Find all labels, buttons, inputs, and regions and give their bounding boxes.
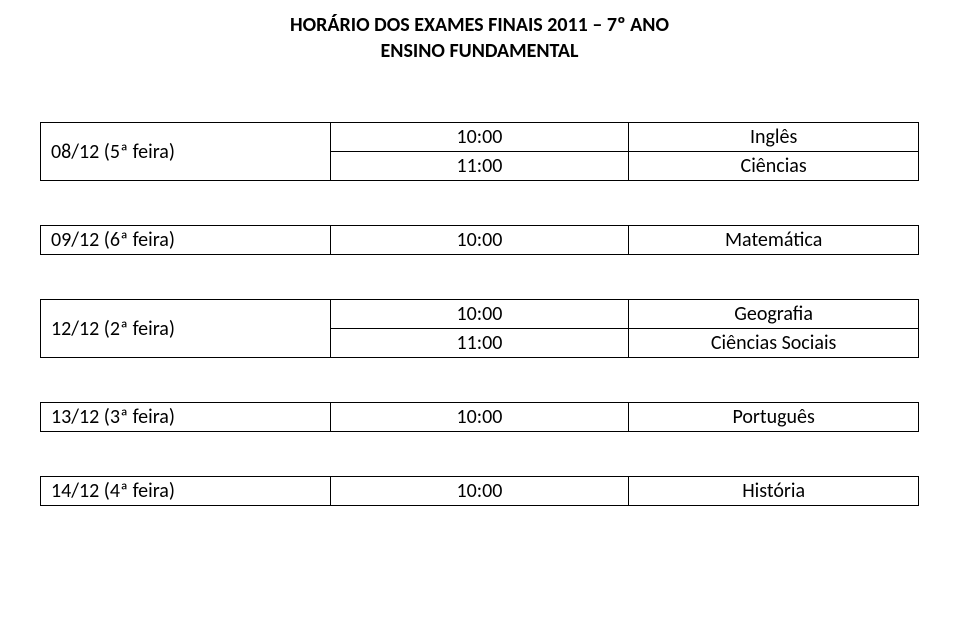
subject-cell: Ciências Sociais [629,329,919,358]
date-cell: 08/12 (5ª feira) [41,123,331,181]
time-cell: 10:00 [330,403,629,432]
schedule-table-3: 12/12 (2ª feira) 10:00 Geografia 11:00 C… [40,299,919,358]
time-cell: 10:00 [330,226,629,255]
table-row: 08/12 (5ª feira) 10:00 Inglês [41,123,919,152]
table-row: 09/12 (6ª feira) 10:00 Matemática [41,226,919,255]
title-line-1: HORÁRIO DOS EXAMES FINAIS 2011 – 7º ANO [40,12,919,38]
table-row: 14/12 (4ª feira) 10:00 História [41,477,919,506]
subject-cell: Português [629,403,919,432]
time-cell: 11:00 [330,329,629,358]
time-cell: 10:00 [330,300,629,329]
table-row: 13/12 (3ª feira) 10:00 Português [41,403,919,432]
title-line-2: ENSINO FUNDAMENTAL [40,38,919,64]
schedule-table-2: 09/12 (6ª feira) 10:00 Matemática [40,225,919,255]
time-cell: 10:00 [330,123,629,152]
subject-cell: Matemática [629,226,919,255]
date-cell: 09/12 (6ª feira) [41,226,331,255]
date-cell: 14/12 (4ª feira) [41,477,331,506]
subject-cell: História [629,477,919,506]
time-cell: 11:00 [330,152,629,181]
schedule-table-1: 08/12 (5ª feira) 10:00 Inglês 11:00 Ciên… [40,122,919,181]
page-title: HORÁRIO DOS EXAMES FINAIS 2011 – 7º ANO … [40,12,919,64]
schedule-table-4: 13/12 (3ª feira) 10:00 Português [40,402,919,432]
subject-cell: Geografia [629,300,919,329]
schedule-table-5: 14/12 (4ª feira) 10:00 História [40,476,919,506]
date-cell: 13/12 (3ª feira) [41,403,331,432]
table-row: 12/12 (2ª feira) 10:00 Geografia [41,300,919,329]
subject-cell: Inglês [629,123,919,152]
date-cell: 12/12 (2ª feira) [41,300,331,358]
time-cell: 10:00 [330,477,629,506]
subject-cell: Ciências [629,152,919,181]
